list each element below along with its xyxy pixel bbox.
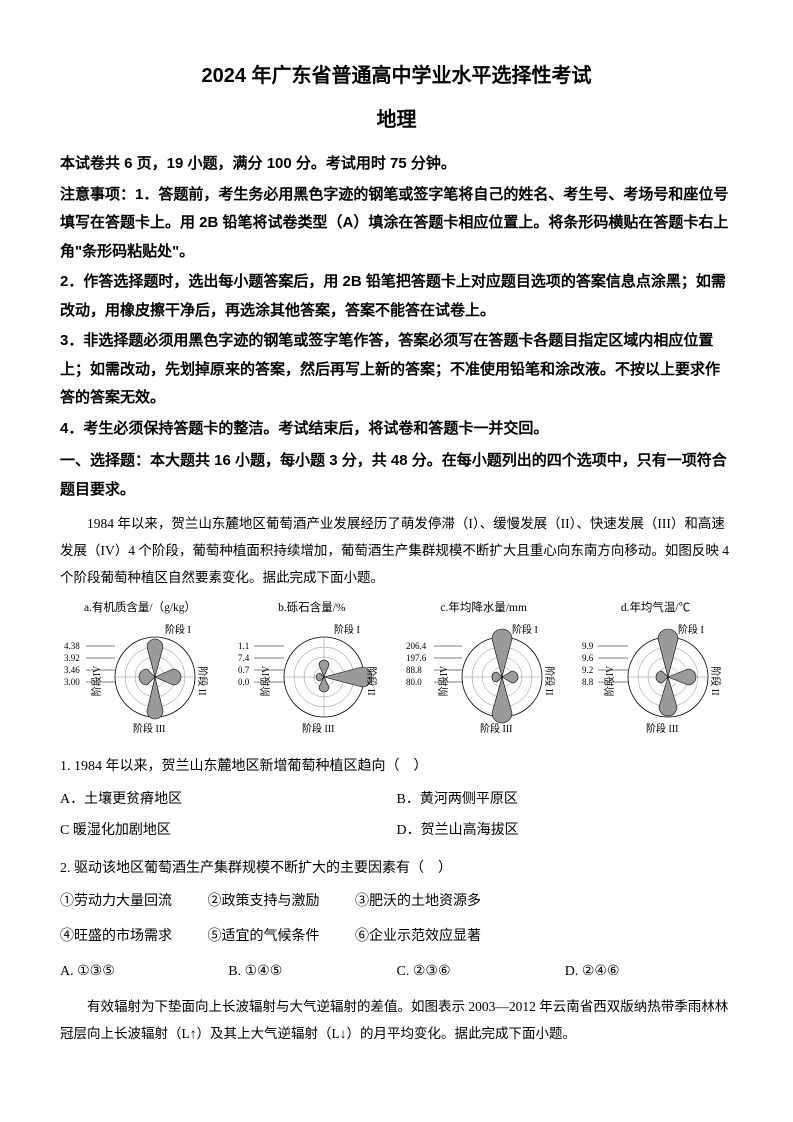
- q2-option-d: D. ②④⑥: [565, 957, 733, 988]
- chart-a-svg: 阶段 I 阶段 II 阶段 III 阶段IV 4.38 3.92 3.46 3.…: [60, 619, 220, 739]
- q2-f6: ⑥企业示范效应显著: [355, 922, 481, 953]
- svg-text:9.2: 9.2: [582, 665, 593, 675]
- svg-text:7.4: 7.4: [238, 653, 250, 663]
- svg-text:阶段 III: 阶段 III: [133, 722, 166, 735]
- exam-title: 2024 年广东省普通高中学业水平选择性考试: [60, 60, 733, 92]
- svg-text:3.92: 3.92: [64, 653, 80, 663]
- q1-option-a: A．土壤更贫瘠地区: [60, 785, 397, 816]
- instruction-line-2: 注意事项：1．答题前，考生务必用黑色字迹的钢笔或签字笔将自己的姓名、考生号、考场…: [60, 181, 733, 267]
- q1-stem: 1. 1984 年以来，贺兰山东麓地区新增葡萄种植区趋向（ ）: [60, 753, 733, 781]
- instruction-line-1: 本试卷共 6 页，19 小题，满分 100 分。考试用时 75 分钟。: [60, 150, 733, 179]
- svg-text:9.6: 9.6: [582, 653, 594, 663]
- svg-text:206.4: 206.4: [406, 641, 427, 651]
- svg-text:3.00: 3.00: [64, 677, 80, 687]
- svg-text:阶段 II: 阶段 II: [709, 667, 722, 696]
- q2-option-c: C. ②③⑥: [397, 957, 565, 988]
- svg-text:阶段 I: 阶段 I: [512, 623, 538, 636]
- chart-d-svg: 阶段 I 阶段 II 阶段 III 阶段IV 9.9 9.6 9.2 8.8: [578, 619, 733, 739]
- svg-text:阶段 III: 阶段 III: [646, 722, 679, 735]
- q1-option-b: B．黄河两侧平原区: [397, 785, 734, 816]
- chart-c-title: c.年均降水量/mm: [440, 599, 527, 617]
- q2-factors-row1: ①劳动力大量回流 ②政策支持与激励 ③肥沃的土地资源多: [60, 887, 733, 918]
- chart-c: c.年均降水量/mm 阶段 I 阶段 II 阶段 III 阶段IV 206.4 …: [404, 599, 564, 739]
- q2-f3: ③肥沃的土地资源多: [355, 887, 481, 918]
- chart-b: b.砾石含量/% 阶段 I 阶段 II 阶段 III 阶段IV 1.1 7.4 …: [234, 599, 389, 739]
- q2-option-b: B. ①④⑤: [228, 957, 396, 988]
- q2-f1: ①劳动力大量回流: [60, 887, 172, 918]
- instruction-line-4: 3．非选择题必须用黑色字迹的钢笔或签字笔作答，答案必须写在答题卡各题目指定区域内…: [60, 327, 733, 413]
- svg-text:阶段 II: 阶段 II: [196, 667, 209, 696]
- svg-text:1.1: 1.1: [238, 641, 249, 651]
- section-1-header: 一、选择题：本大题共 16 小题，每小题 3 分，共 48 分。在每小题列出的四…: [60, 447, 733, 504]
- svg-text:阶段IV: 阶段IV: [437, 665, 450, 696]
- passage-1: 1984 年以来，贺兰山东麓地区葡萄酒产业发展经历了萌发停滞（I）、缓慢发展（I…: [60, 510, 733, 591]
- exam-subject: 地理: [60, 104, 733, 136]
- chart-b-svg: 阶段 I 阶段 II 阶段 III 阶段IV 1.1 7.4 0.7 0.0: [234, 619, 389, 739]
- q1-option-c: C 暖湿化加剧地区: [60, 816, 397, 847]
- chart-a-title: a.有机质含量/（g/kg）: [84, 599, 196, 617]
- svg-text:阶段 III: 阶段 III: [302, 722, 335, 735]
- instruction-line-5: 4．考生必须保持答题卡的整洁。考试结束后，将试卷和答题卡一并交回。: [60, 415, 733, 444]
- svg-text:197.6: 197.6: [406, 653, 427, 663]
- q2-f5: ⑤适宜的气候条件: [208, 922, 320, 953]
- svg-text:阶段 II: 阶段 II: [365, 667, 378, 696]
- chart-c-svg: 阶段 I 阶段 II 阶段 III 阶段IV 206.4 197.6 88.8 …: [404, 619, 564, 739]
- svg-text:88.8: 88.8: [406, 665, 422, 675]
- svg-text:阶段IV: 阶段IV: [90, 665, 103, 696]
- charts-row: a.有机质含量/（g/kg） 阶段 I 阶段 II 阶段 III 阶段IV 4.…: [60, 599, 733, 739]
- instruction-line-3: 2．作答选择题时，选出每小题答案后，用 2B 铅笔把答题卡上对应题目选项的答案信…: [60, 268, 733, 325]
- svg-text:阶段 II: 阶段 II: [543, 667, 556, 696]
- q1-option-d: D．贺兰山高海拔区: [397, 816, 734, 847]
- svg-text:阶段IV: 阶段IV: [603, 665, 616, 696]
- chart-b-title: b.砾石含量/%: [278, 599, 345, 617]
- passage-2: 有效辐射为下垫面向上长波辐射与大气逆辐射的差值。如图表示 2003—2012 年…: [60, 993, 733, 1047]
- q2-factors-row2: ④旺盛的市场需求 ⑤适宜的气候条件 ⑥企业示范效应显著: [60, 922, 733, 953]
- svg-text:3.46: 3.46: [64, 665, 80, 675]
- chart-a: a.有机质含量/（g/kg） 阶段 I 阶段 II 阶段 III 阶段IV 4.…: [60, 599, 220, 739]
- svg-text:9.9: 9.9: [582, 641, 594, 651]
- q2-f4: ④旺盛的市场需求: [60, 922, 172, 953]
- svg-text:4.38: 4.38: [64, 641, 80, 651]
- svg-text:80.0: 80.0: [406, 677, 422, 687]
- svg-text:阶段IV: 阶段IV: [259, 665, 272, 696]
- q2-options: A. ①③⑤ B. ①④⑤ C. ②③⑥ D. ②④⑥: [60, 957, 733, 988]
- svg-text:8.8: 8.8: [582, 677, 594, 687]
- chart-d-title: d.年均气温/℃: [621, 599, 690, 617]
- q2-option-a: A. ①③⑤: [60, 957, 228, 988]
- svg-text:0.0: 0.0: [238, 677, 250, 687]
- svg-text:阶段 I: 阶段 I: [165, 623, 191, 636]
- q2-f2: ②政策支持与激励: [208, 887, 320, 918]
- q2-stem: 2. 驱动该地区葡萄酒生产集群规模不断扩大的主要因素有（ ）: [60, 855, 733, 883]
- q1-options: A．土壤更贫瘠地区 B．黄河两侧平原区 C 暖湿化加剧地区 D．贺兰山高海拔区: [60, 785, 733, 847]
- svg-text:阶段 I: 阶段 I: [334, 623, 360, 636]
- svg-text:0.7: 0.7: [238, 665, 250, 675]
- svg-text:阶段 III: 阶段 III: [480, 722, 513, 735]
- chart-d: d.年均气温/℃ 阶段 I 阶段 II 阶段 III 阶段IV 9.9 9.6 …: [578, 599, 733, 739]
- svg-text:阶段 I: 阶段 I: [678, 623, 704, 636]
